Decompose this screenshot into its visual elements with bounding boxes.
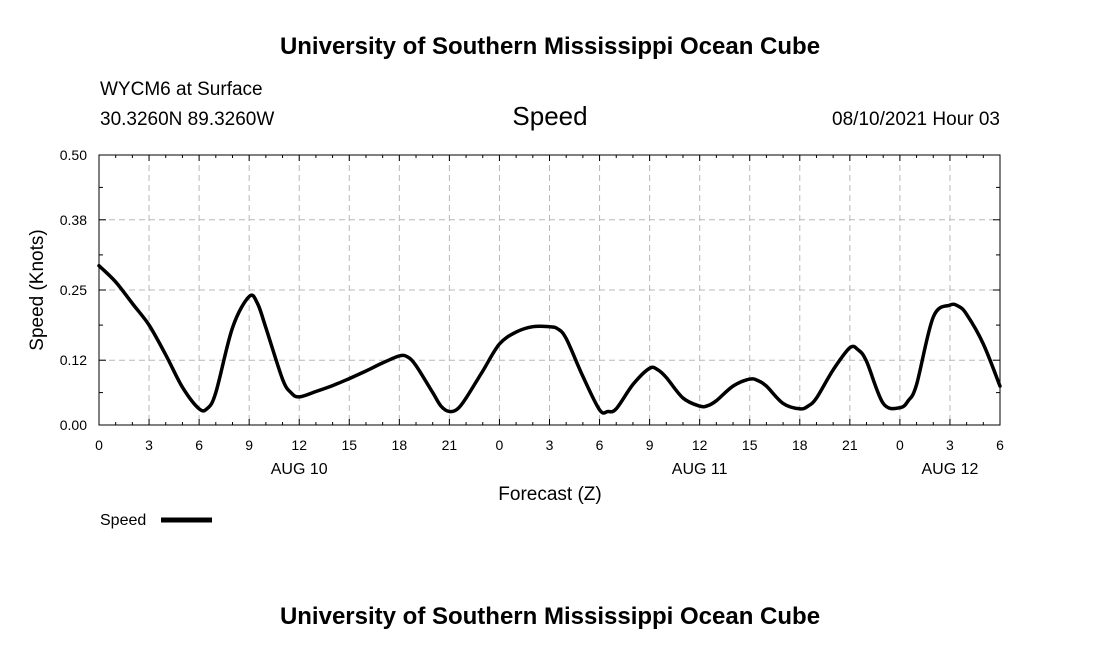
chart-title-bottom: University of Southern Mississippi Ocean… — [280, 603, 820, 630]
x-tick-label: 3 — [546, 437, 554, 453]
y-tick-label: 0.38 — [60, 212, 87, 228]
series-group — [97, 263, 1002, 415]
x-tick-label: 12 — [291, 437, 307, 453]
x-tick-label: 9 — [646, 437, 654, 453]
y-tick-labels: 0.00 0.12 0.25 0.38 0.50 — [60, 147, 87, 433]
day-label: AUG 10 — [271, 461, 328, 478]
x-tick-label: 6 — [996, 437, 1004, 453]
x-tick-label: 0 — [896, 437, 904, 453]
day-label: AUG 12 — [921, 461, 978, 478]
chart-title-top: University of Southern Mississippi Ocean… — [280, 33, 820, 60]
x-tick-label: 6 — [195, 437, 203, 453]
day-label: AUG 11 — [672, 461, 728, 478]
y-tick-label: 0.12 — [60, 352, 87, 368]
x-tick-label: 9 — [245, 437, 253, 453]
grid-lines — [99, 155, 1000, 425]
location-label: 30.3260N 89.3260W — [100, 109, 274, 130]
axis-ticks — [98, 154, 1001, 426]
x-tick-labels: 0 3 6 9 12 15 18 21 0 3 6 9 12 15 18 21 0 3 6 — [95, 437, 1004, 453]
y-axis-label: Speed (Knots) — [27, 229, 48, 350]
x-tick-label: 6 — [596, 437, 604, 453]
x-tick-label: 3 — [145, 437, 153, 453]
series-line-speed — [97, 263, 1002, 415]
x-tick-label: 0 — [95, 437, 103, 453]
timestamp-label: 08/10/2021 Hour 03 — [832, 109, 1000, 130]
legend-label: Speed — [100, 512, 146, 529]
x-tick-label: 18 — [392, 437, 408, 453]
x-tick-label: 12 — [692, 437, 708, 453]
x-tick-label: 21 — [442, 437, 458, 453]
x-tick-label: 21 — [842, 437, 858, 453]
y-tick-label: 0.25 — [60, 282, 87, 298]
x-tick-label: 0 — [496, 437, 504, 453]
variable-title: Speed — [512, 101, 587, 131]
x-tick-label: 18 — [792, 437, 808, 453]
x-axis-label: Forecast (Z) — [498, 484, 601, 505]
y-tick-label: 0.00 — [60, 417, 87, 433]
day-labels: AUG 10 AUG 11 AUG 12 — [271, 461, 979, 478]
x-tick-label: 15 — [341, 437, 357, 453]
y-tick-label: 0.50 — [60, 147, 87, 163]
x-tick-label: 3 — [946, 437, 954, 453]
station-label: WYCM6 at Surface — [100, 79, 263, 100]
x-tick-label: 15 — [742, 437, 758, 453]
